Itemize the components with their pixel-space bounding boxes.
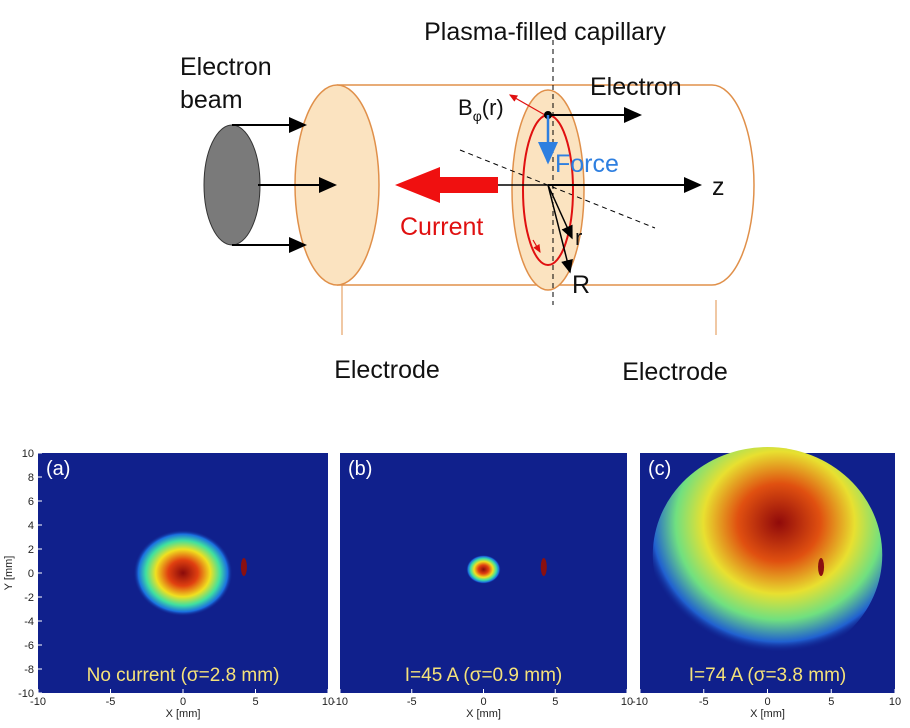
x-tick-label: 5 — [252, 696, 258, 708]
field-arg: (r) — [482, 95, 504, 120]
x-tick-label: -10 — [332, 696, 348, 708]
y-tick-label: 4 — [28, 520, 34, 532]
x-tick-label: 5 — [828, 696, 834, 708]
y-tick-label: 2 — [28, 544, 34, 556]
field-base: B — [458, 95, 473, 120]
y-tick-label: -6 — [24, 640, 34, 652]
current-arrow — [395, 167, 440, 203]
current-arrow — [440, 177, 498, 193]
x-tick-label: -5 — [106, 696, 116, 708]
y-tick-label: -8 — [24, 664, 34, 676]
field-sub: φ — [473, 108, 482, 124]
x-axis-label: X [mm] — [166, 708, 201, 720]
artifact — [541, 558, 547, 576]
R-label: R — [572, 271, 590, 299]
x-tick-label: 10 — [889, 696, 901, 708]
panel-tag: (a) — [46, 458, 70, 480]
panel-tag: (c) — [648, 458, 671, 480]
x-tick-label: 5 — [552, 696, 558, 708]
capillary-diagram: Plasma-filled capillary Electron beam Cu… — [180, 18, 754, 386]
electrode-label: Electrode — [334, 356, 440, 384]
panel-caption: I=45 A (σ=0.9 mm) — [405, 665, 562, 686]
y-tick-label: 6 — [28, 496, 34, 508]
x-tick-label: 0 — [480, 696, 486, 708]
beam-spot — [466, 555, 500, 584]
current-label: Current — [400, 213, 483, 241]
x-tick-label: 0 — [180, 696, 186, 708]
y-tick-label: 8 — [28, 472, 34, 484]
artifact — [818, 558, 824, 576]
beam-disc — [204, 125, 260, 245]
r-label: r — [575, 225, 582, 250]
y-tick-label: -4 — [24, 616, 34, 628]
field-label: Bφ(r) — [458, 95, 504, 124]
x-axis-label: X [mm] — [750, 708, 785, 720]
figure: Plasma-filled capillary Electron beam Cu… — [0, 0, 910, 728]
y-tick-label: -10 — [18, 688, 34, 700]
panel-caption: I=74 A (σ=3.8 mm) — [689, 665, 846, 686]
beam-spot — [133, 530, 232, 616]
artifact — [241, 558, 247, 576]
electrode-label: Electrode — [622, 358, 728, 386]
y-tick-label: 10 — [22, 448, 34, 460]
x-tick-label: -10 — [632, 696, 648, 708]
x-tick-label: -5 — [407, 696, 417, 708]
beam-label: beam — [180, 86, 243, 114]
y-tick-label: -2 — [24, 592, 34, 604]
panel-tag: (b) — [348, 458, 372, 480]
diagram-title: Plasma-filled capillary — [424, 18, 666, 46]
x-axis-label: X [mm] — [466, 708, 501, 720]
beam-label: Electron — [180, 53, 272, 81]
beam-spot — [653, 447, 883, 663]
electron-label: Electron — [590, 73, 682, 101]
force-label: Force — [555, 150, 619, 178]
x-tick-label: -5 — [699, 696, 709, 708]
beam-profiles: (a) No current (σ=2.8 mm) -10 -5 0 5 10 X [mm] -… — [3, 447, 901, 720]
z-label: z — [712, 173, 725, 201]
panel-caption: No current (σ=2.8 mm) — [87, 665, 280, 686]
x-tick-label: 0 — [764, 696, 770, 708]
y-tick-label: 0 — [28, 568, 34, 580]
y-axis-label: Y [mm] — [3, 556, 15, 591]
